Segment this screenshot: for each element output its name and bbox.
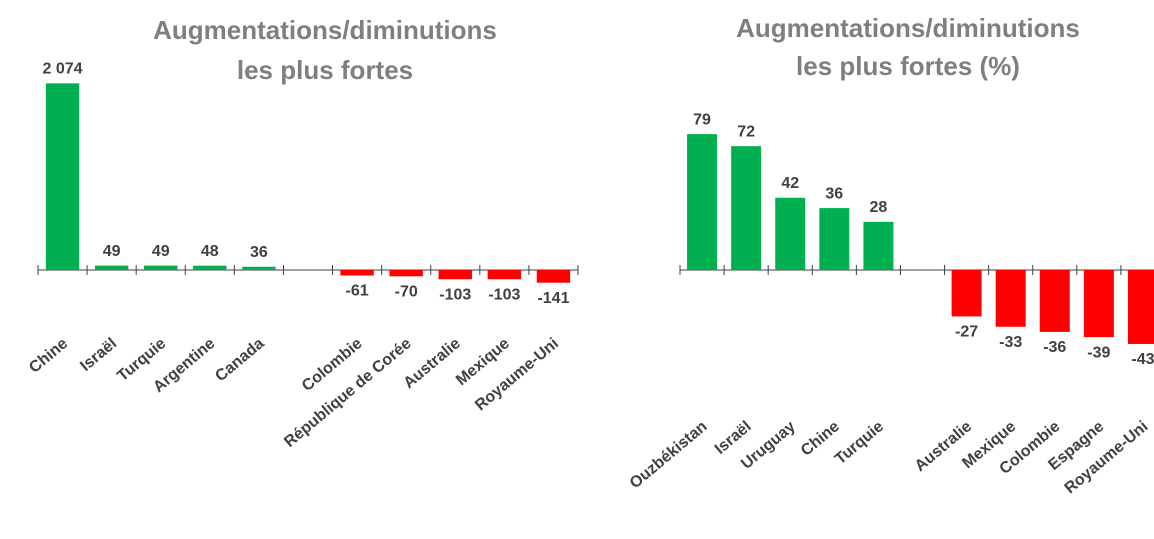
x-tick-label: Canada xyxy=(212,335,267,385)
bar xyxy=(995,270,1026,327)
value-label: -61 xyxy=(346,283,369,300)
x-tick-label: Turquie xyxy=(832,418,887,468)
x-tick-label: Chine xyxy=(26,335,71,377)
x-tick-label: Israël xyxy=(77,335,120,375)
bar xyxy=(340,270,374,276)
value-label: -141 xyxy=(537,290,569,307)
value-label: 42 xyxy=(781,175,799,192)
chart-title: les plus fortes (%) xyxy=(796,51,1020,81)
value-label: 72 xyxy=(737,123,755,140)
bar xyxy=(951,270,982,317)
value-label: 36 xyxy=(825,185,843,202)
bar xyxy=(1039,270,1070,332)
value-label: -33 xyxy=(999,334,1022,351)
value-label: -103 xyxy=(439,286,471,303)
bar xyxy=(1127,270,1154,344)
value-label: 49 xyxy=(152,243,170,260)
bar xyxy=(144,265,178,270)
bar xyxy=(242,266,276,270)
value-label: -27 xyxy=(955,324,978,341)
chart-title: Augmentations/diminutions xyxy=(153,15,497,45)
x-tick-label: Royaume-Uni xyxy=(472,335,562,414)
value-label: -103 xyxy=(488,286,520,303)
bar xyxy=(731,146,762,270)
value-label: -43 xyxy=(1131,351,1154,368)
bar xyxy=(863,221,894,270)
value-label: 2 074 xyxy=(43,61,83,78)
bar xyxy=(193,265,227,270)
bar xyxy=(94,265,129,270)
bar xyxy=(775,197,806,270)
x-tick-label: Ouzbékistan xyxy=(627,418,711,492)
value-label: -36 xyxy=(1043,339,1066,356)
bar xyxy=(389,270,423,277)
bar xyxy=(536,270,571,283)
value-label: 79 xyxy=(693,111,711,128)
bar xyxy=(819,208,850,270)
bar xyxy=(45,83,80,270)
value-label: 48 xyxy=(201,243,219,260)
value-label: 28 xyxy=(870,199,888,216)
value-label: -70 xyxy=(395,284,418,301)
value-label: 36 xyxy=(250,244,268,261)
value-label: 49 xyxy=(103,243,121,260)
chart-title: les plus fortes xyxy=(237,55,413,85)
chart-title: Augmentations/diminutions xyxy=(736,13,1080,43)
bar xyxy=(487,270,522,280)
bar xyxy=(687,134,718,270)
bar xyxy=(438,270,472,280)
bar xyxy=(1083,270,1114,338)
value-label: -39 xyxy=(1087,344,1110,361)
